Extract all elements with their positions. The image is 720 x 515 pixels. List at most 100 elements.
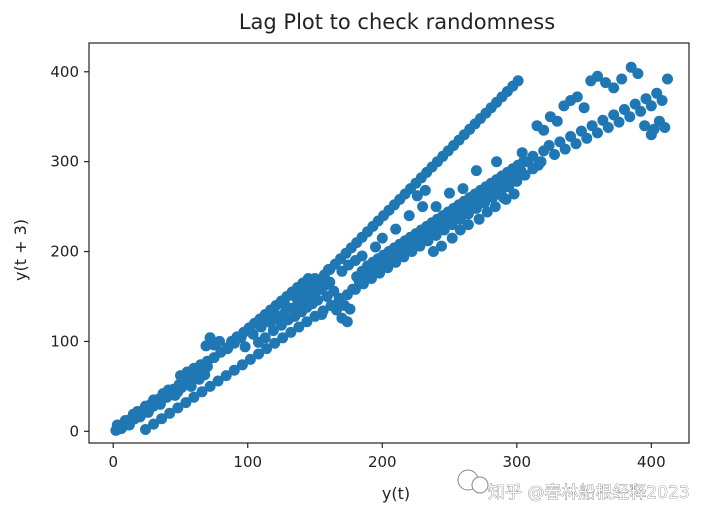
scatter-point (417, 201, 429, 213)
scatter-point (470, 202, 482, 214)
scatter-point (301, 316, 313, 328)
scatter-point (427, 246, 439, 257)
x-axis-ticks: 0 100 200 300 400 (108, 443, 666, 471)
scatter-point (193, 373, 205, 385)
scatter-point (336, 265, 348, 277)
scatter-point (558, 100, 570, 112)
scatter-point (366, 273, 377, 284)
scatter-point (516, 147, 528, 159)
scatter-point (390, 223, 402, 235)
scatter-point (470, 165, 482, 177)
y-tick-label: 400 (50, 63, 79, 81)
x-tick-label: 200 (368, 453, 397, 471)
scatter-point (131, 406, 143, 417)
scatter-point (357, 278, 369, 290)
scatter-point (481, 206, 493, 218)
scatter-point (180, 397, 192, 409)
scatter-point (259, 332, 271, 344)
scatter-point (487, 192, 499, 204)
scatter-point (212, 375, 224, 387)
scatter-point (333, 294, 345, 306)
scatter-point (376, 232, 388, 244)
scatter-point (239, 341, 251, 353)
scatter-point (491, 156, 503, 168)
scatter-point (535, 156, 547, 168)
scatter-point (309, 310, 321, 322)
x-tick-label: 0 (108, 453, 118, 471)
scatter-point (312, 294, 324, 306)
y-tick-label: 200 (50, 243, 79, 261)
scatter-point (370, 241, 381, 253)
scatter-point (592, 127, 603, 139)
scatter-point (519, 169, 531, 181)
scatter-point (656, 95, 668, 106)
scatter-point (544, 111, 556, 123)
y-axis-label: y(t + 3) (11, 219, 30, 281)
scatter-point (382, 262, 394, 274)
scatter-point (635, 105, 647, 117)
scatter-point (157, 388, 169, 400)
scatter-point (156, 413, 168, 425)
watermark: 知乎 @春林船根经释2023 (457, 469, 690, 503)
y-tick-label: 100 (50, 332, 79, 350)
scatter-point (267, 325, 279, 337)
scatter-point (344, 303, 356, 315)
scatter-point (204, 380, 216, 392)
scatter-point (602, 122, 614, 133)
scatter-point (228, 364, 240, 376)
scatter-point (543, 140, 555, 151)
scatter-point (285, 326, 297, 338)
scatter-point (185, 380, 197, 392)
scatter-point (462, 208, 474, 220)
scatter-point (325, 300, 337, 311)
scatter-point (436, 240, 447, 252)
scatter-point (172, 402, 184, 414)
scatter-point (527, 150, 539, 162)
scatter-point (406, 246, 418, 257)
scatter-point (549, 149, 560, 160)
scatter-point (600, 77, 612, 89)
scatter-point (188, 391, 200, 403)
scatter-point (293, 321, 305, 333)
y-axis-ticks: 0 100 200 300 400 (50, 63, 89, 440)
scatter-point (200, 340, 212, 352)
scatter-point (142, 406, 154, 418)
scatter-point (479, 197, 490, 209)
scatter-point (639, 120, 651, 132)
scatter-point (244, 353, 256, 365)
scatter-point (430, 201, 442, 213)
wechat-logo-bubble-icon (471, 476, 489, 494)
scatter-point (511, 175, 523, 187)
scatter-point (253, 348, 264, 360)
scatter-point (444, 187, 455, 199)
scatter-point (527, 163, 539, 175)
scatter-point (457, 183, 469, 195)
y-tick-label: 0 (69, 422, 79, 440)
scatter-point (123, 419, 135, 431)
scatter-point (148, 418, 160, 430)
scatter-point (422, 235, 434, 247)
x-tick-label: 400 (637, 453, 666, 471)
scatter-point (512, 75, 524, 87)
scatter-point (390, 256, 402, 268)
scatter-points (110, 61, 673, 436)
scatter-point (341, 316, 353, 328)
scatter-point (648, 123, 660, 135)
scatter-point (214, 335, 225, 347)
scatter-point (446, 219, 458, 231)
scatter-point (414, 240, 426, 252)
scatter-point (659, 122, 671, 133)
scatter-point (616, 73, 628, 85)
scatter-point (172, 386, 184, 398)
scatter-point (261, 343, 273, 355)
scatter-point (462, 219, 474, 231)
scatter-point (140, 424, 151, 435)
scatter-point (495, 186, 507, 198)
scatter-point (277, 332, 289, 344)
scatter-point (503, 181, 515, 193)
scatter-point (454, 224, 466, 236)
scatter-point (473, 213, 485, 225)
scatter-point (403, 210, 415, 222)
scatter-point (220, 370, 232, 382)
scatter-point (411, 190, 423, 202)
